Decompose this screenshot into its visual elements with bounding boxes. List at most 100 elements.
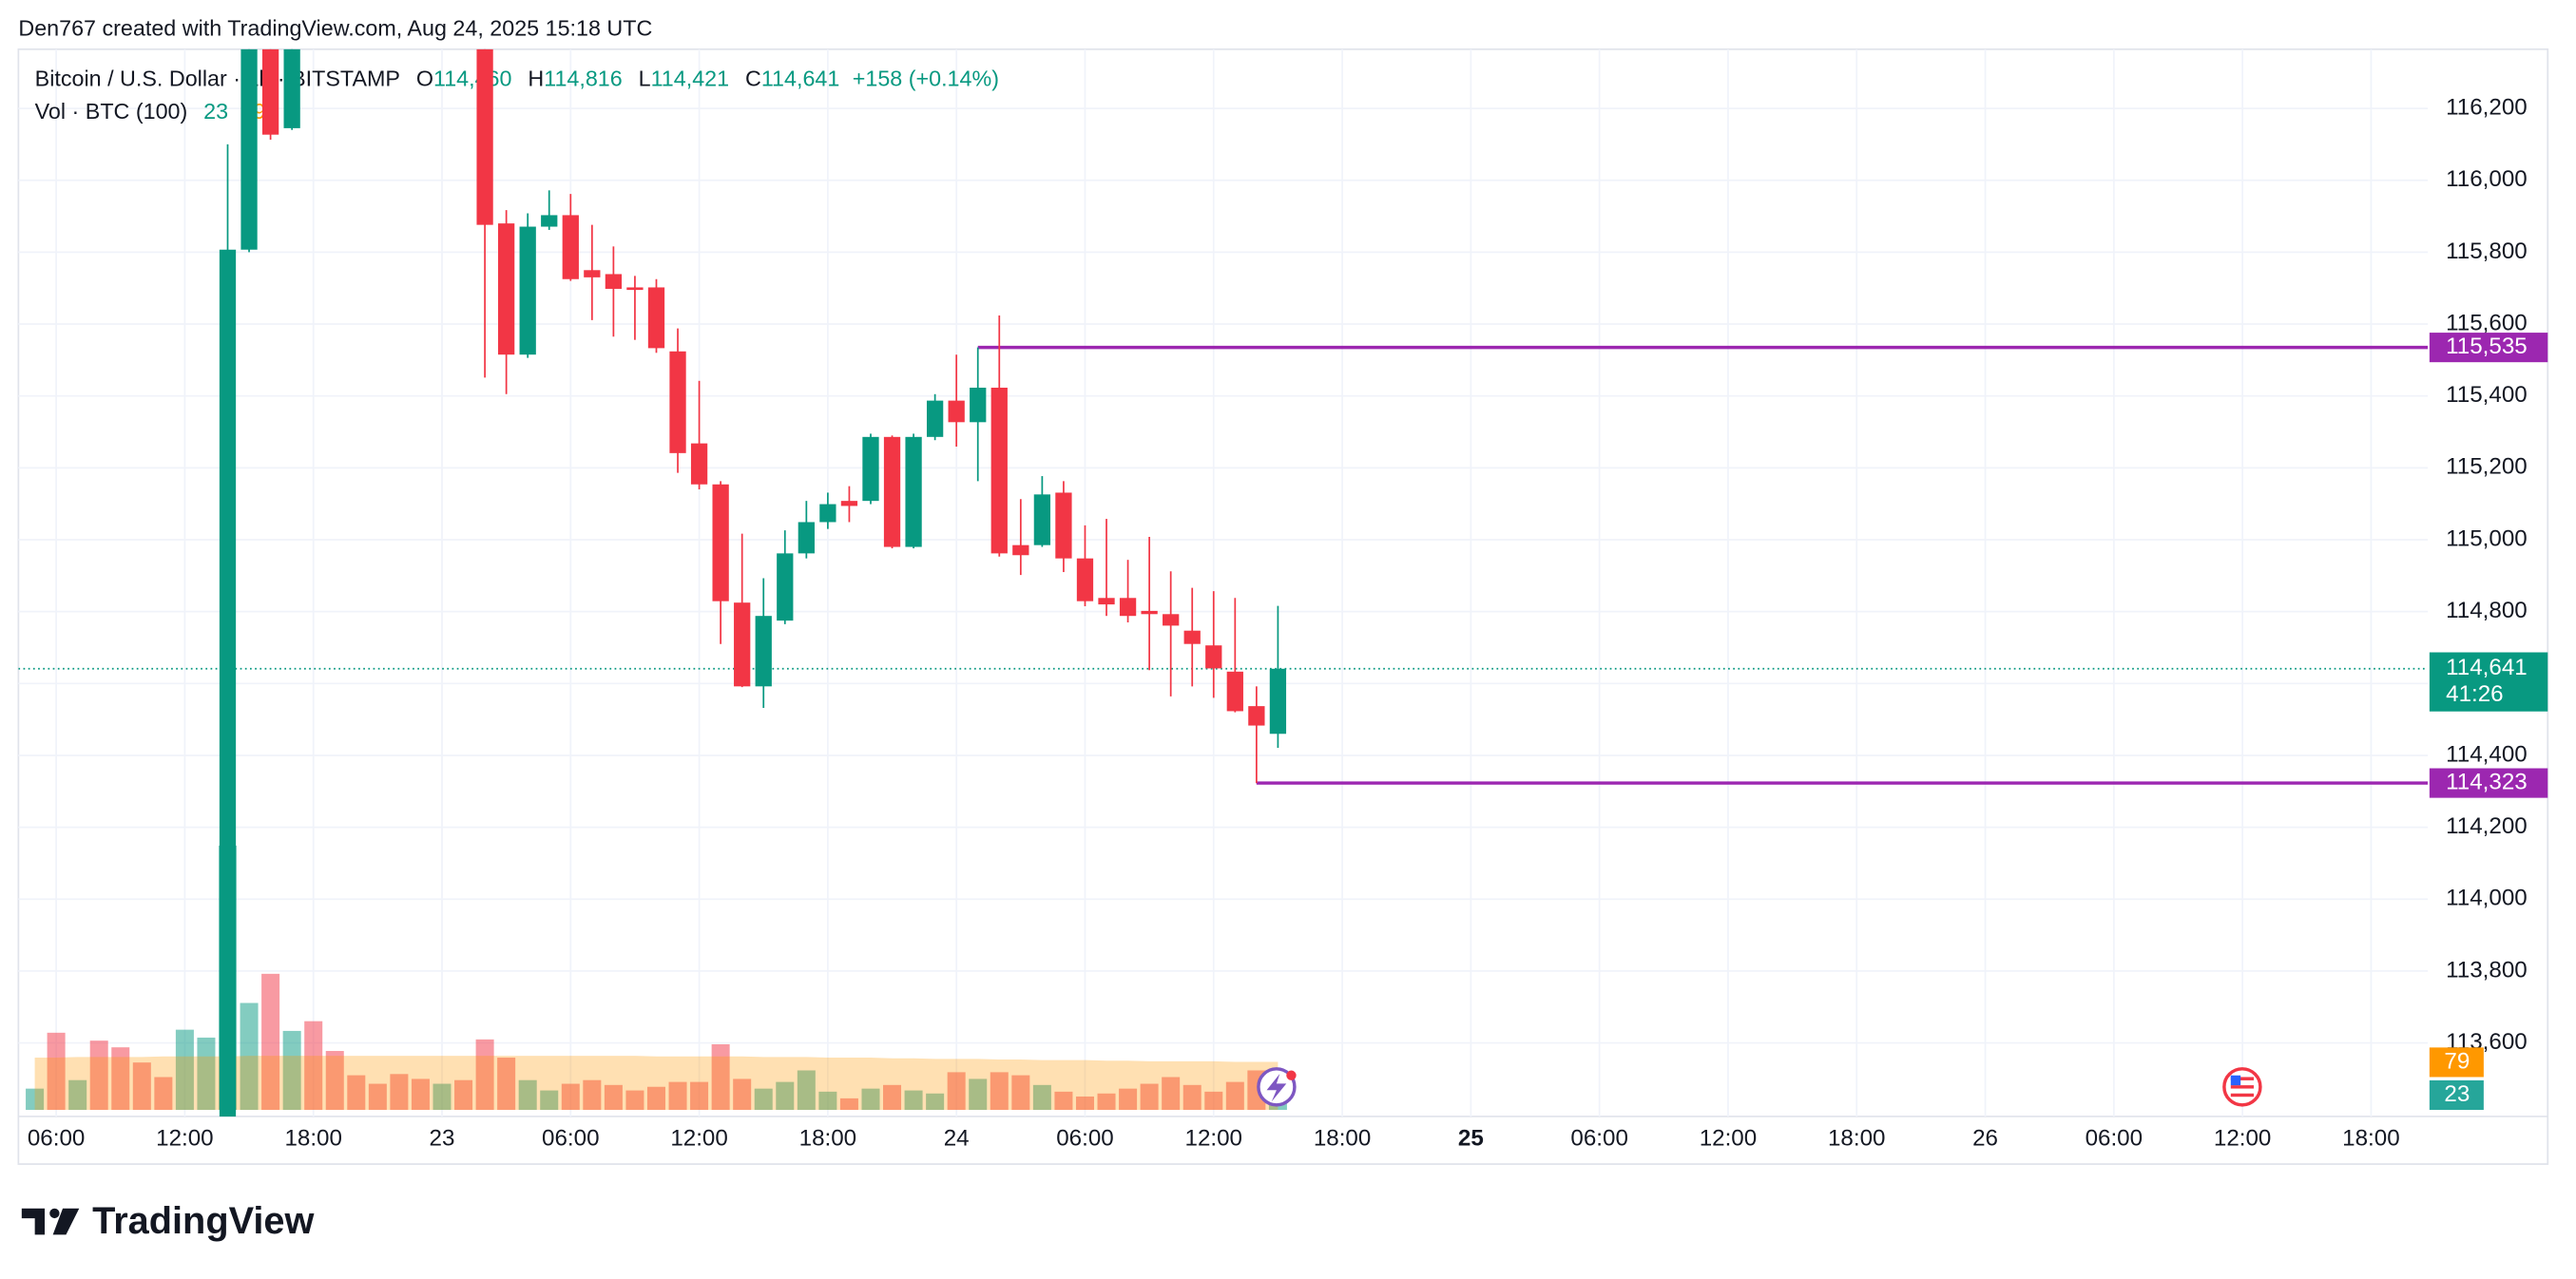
close-value: 114,641 [761, 67, 840, 91]
volume-bar [797, 1070, 816, 1111]
volume-bar [497, 1058, 516, 1111]
volume-bar [68, 1079, 87, 1111]
candle-body [1269, 668, 1287, 735]
volume-bar [154, 1077, 173, 1111]
candle-body [1055, 492, 1072, 559]
candle-body [669, 351, 686, 453]
x-tick-label: 18:00 [2342, 1126, 2400, 1152]
high-value: 114,816 [544, 67, 623, 91]
countdown-label: 41:26 [2446, 681, 2504, 707]
low-label: L [639, 67, 651, 91]
economic-event-flag[interactable] [2222, 1067, 2262, 1107]
volume-bar [1225, 1081, 1244, 1111]
volume-bar [583, 1079, 602, 1111]
volume-bar [1054, 1091, 1073, 1111]
volume-bar [304, 1021, 323, 1111]
volume-bar [475, 1039, 494, 1111]
volume-bar [433, 1083, 452, 1111]
volume-bar [646, 1086, 665, 1111]
candle-body [1033, 494, 1051, 545]
logo-text: TradingView [92, 1200, 314, 1242]
volume-bar [1097, 1093, 1116, 1111]
y-tick-label: 113,800 [2446, 957, 2528, 983]
volume-bar [1119, 1088, 1138, 1111]
volume-title: Vol · BTC (100) [35, 99, 188, 124]
volume-ma-tag-label: 79 [2444, 1048, 2470, 1074]
chart-frame [17, 48, 2549, 1165]
candle-body [777, 553, 794, 621]
event-icon[interactable] [1257, 1067, 1297, 1107]
logo-mark [52, 1208, 80, 1235]
candle-body [905, 436, 922, 547]
candle-body [883, 436, 901, 547]
axes: 113,600113,800114,000114,200114,400114,6… [28, 94, 2548, 1152]
volume-bar [711, 1043, 730, 1111]
price-line-label: 115,535 [2446, 334, 2528, 359]
candle-body [1119, 598, 1137, 617]
volume-bar [926, 1093, 945, 1111]
legend: Bitcoin / U.S. Dollar · 1h · BITSTAMP O1… [35, 67, 999, 91]
volume-bar [240, 1002, 259, 1111]
x-tick-label: 06:00 [1056, 1126, 1114, 1152]
volume-bar [132, 1062, 151, 1111]
grid [18, 48, 2429, 1117]
candle-body [584, 270, 601, 277]
price-line-label: 114,323 [2446, 769, 2528, 794]
x-tick-label: 12:00 [670, 1126, 728, 1152]
candle-body [926, 400, 944, 437]
x-tick-label: 12:00 [1700, 1126, 1758, 1152]
x-tick-label: 24 [944, 1126, 970, 1152]
volume-bar [625, 1090, 644, 1111]
volume-bar [454, 1079, 473, 1111]
candle-body [541, 215, 558, 227]
candle-body [712, 484, 729, 601]
candle-body [626, 287, 644, 291]
price-line-tag [2429, 333, 2548, 363]
volume-bar [561, 1083, 580, 1111]
volume-bar [668, 1081, 687, 1111]
volume-bar [604, 1084, 623, 1111]
volume-bar [1182, 1084, 1201, 1111]
logo: TradingView [21, 1200, 315, 1242]
volume-bar [990, 1072, 1009, 1111]
volume-bar [818, 1091, 837, 1111]
candle-body [1248, 706, 1265, 726]
candle-body [1163, 614, 1180, 626]
y-tick-label: 114,000 [2446, 886, 2528, 911]
y-tick-label: 115,000 [2446, 525, 2528, 551]
candle-body [562, 215, 579, 279]
attribution: Den767 created with TradingView.com, Aug… [18, 15, 652, 40]
candle-body [970, 387, 987, 423]
volume-ma-tag [2429, 1047, 2484, 1078]
candle-body [1205, 645, 1222, 669]
candle-body [840, 501, 858, 506]
volume-bar [861, 1088, 880, 1111]
candle-body [1226, 671, 1243, 712]
volume-bar [839, 1098, 858, 1111]
x-tick-label: 18:00 [1828, 1126, 1886, 1152]
volume-bar [947, 1072, 966, 1111]
candle-body [819, 504, 836, 523]
price-line-tag [2429, 768, 2548, 798]
volume-bar [883, 1084, 902, 1111]
candle-body [1076, 558, 1094, 601]
x-tick-label: 18:00 [1314, 1126, 1372, 1152]
volume-bar [1204, 1091, 1223, 1111]
volume-legend: Vol · BTC (100) 23 79 [35, 99, 266, 124]
candle-body [1141, 610, 1158, 615]
volume-bar [325, 1051, 344, 1111]
plot-area [18, 48, 2429, 1117]
y-tick-label: 116,200 [2446, 94, 2528, 120]
candle-body [605, 274, 623, 289]
volume-bar [540, 1090, 559, 1111]
volume-bar [1075, 1096, 1094, 1111]
volume-bar [368, 1083, 387, 1111]
volume-bar [904, 1090, 923, 1111]
x-tick-label: 12:00 [1185, 1126, 1243, 1152]
x-tick-label: 06:00 [28, 1126, 86, 1152]
volume-value: 23 [203, 99, 228, 124]
change: +158 (+0.14%) [853, 67, 999, 91]
logo-mark [49, 1208, 60, 1219]
x-tick-label: 06:00 [1570, 1126, 1628, 1152]
y-tick-label: 115,600 [2446, 310, 2528, 335]
